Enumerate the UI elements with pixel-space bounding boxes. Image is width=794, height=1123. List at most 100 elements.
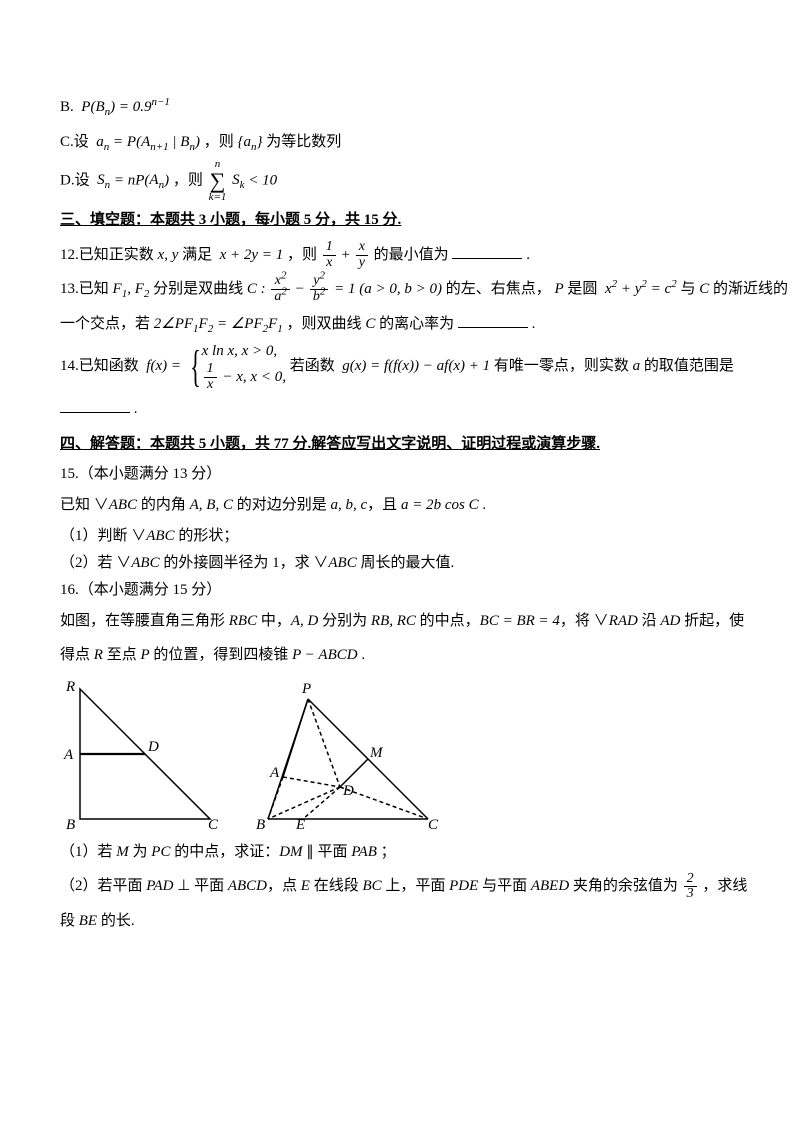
option-d-formula-2: Sk < 10 bbox=[232, 172, 277, 188]
question-14: 14.已知函数 f(x) = { x ln x, x > 0, 1 x − x,… bbox=[60, 341, 734, 392]
q13-blank bbox=[458, 312, 528, 328]
q16-header: 16.（本小题满分 15 分） bbox=[60, 577, 734, 604]
option-b-label: B. bbox=[60, 99, 74, 115]
section-3-title: 三、填空题：本题共 3 小题，每小题 5 分，共 15 分. bbox=[60, 212, 401, 228]
question-13-line-1: 13.已知 F1, F2 分别是双曲线 C : x2 a2 − y2 b2 = … bbox=[60, 272, 734, 307]
q12-vars: x, y bbox=[158, 247, 179, 263]
q14-cases: x ln x, x > 0, 1 x − x, x < 0, bbox=[202, 341, 286, 392]
q12-f1-den: x bbox=[323, 256, 336, 271]
q13-eq: = 1 (a > 0, b > 0) bbox=[334, 281, 442, 297]
q15-header: 15.（本小题满分 13 分） bbox=[60, 461, 734, 488]
q14-gx: g(x) = f(f(x)) − af(x) + 1 bbox=[338, 358, 490, 374]
q12-f2-den: y bbox=[356, 256, 368, 271]
q16-body-2: 得点 R 至点 P 的位置，得到四棱锥 P − ABCD . bbox=[60, 638, 734, 673]
q12-period: . bbox=[526, 247, 530, 263]
section-3-header: 三、填空题：本题共 3 小题，每小题 5 分，共 15 分. bbox=[60, 203, 734, 238]
option-c-label: C.设 bbox=[60, 134, 89, 150]
q13-fa-den: a2 bbox=[271, 290, 290, 305]
q13-label: 13.已知 bbox=[60, 281, 109, 297]
q14-c2-den: x bbox=[204, 378, 217, 393]
q14-text-2: 有唯一零点，则实数 bbox=[494, 358, 629, 374]
q13-line2-c: C bbox=[365, 316, 375, 332]
q12-label: 12.已知正实数 bbox=[60, 247, 154, 263]
q13-text-5: 与 bbox=[680, 281, 695, 297]
option-c-text-2: 为等比数列 bbox=[266, 134, 341, 150]
q13-circle: x2 + y2 = c2 bbox=[601, 281, 677, 297]
q14-text-4: 的取值范围是 bbox=[644, 358, 734, 374]
option-d-formula-1: Sn = nP(An) bbox=[93, 172, 169, 188]
sum-bot: k=1 bbox=[209, 192, 227, 203]
q12-text-3: 的最小值为 bbox=[374, 247, 449, 263]
q13-frac-b: y2 b2 bbox=[310, 274, 329, 304]
q13-text-1: 分别是双曲线 bbox=[153, 281, 243, 297]
q12-plus: + bbox=[341, 247, 349, 263]
label-r: R bbox=[65, 679, 75, 695]
q13-text-4: 是圆 bbox=[567, 281, 597, 297]
q16-part-2a: （2）若平面 PAD ⊥ 平面 ABCD，点 E 在线段 BC 上，平面 PDE… bbox=[60, 869, 734, 904]
label-b2: B bbox=[256, 817, 265, 829]
q12-frac-1: 1 x bbox=[323, 240, 336, 270]
q12-text-1: 满足 bbox=[182, 247, 212, 263]
option-d-label: D.设 bbox=[60, 172, 90, 188]
page-content: B. P(Bn) = 0.9n−1 C.设 an = P(An+1 | Bn) … bbox=[0, 0, 794, 978]
option-c-text-1: ，则 bbox=[204, 134, 234, 150]
question-12: 12.已知正实数 x, y 满足 x + 2y = 1 ，则 1 x + x y… bbox=[60, 238, 734, 273]
option-c: C.设 an = P(An+1 | Bn) ，则 {an} 为等比数列 bbox=[60, 125, 734, 160]
question-14-blank-line: . bbox=[60, 392, 734, 427]
option-d-text-1: ，则 bbox=[173, 172, 203, 188]
q13-minus: − bbox=[296, 281, 304, 297]
label-p: P bbox=[301, 681, 311, 697]
q16-part-1: （1）若 M 为 PC 的中点，求证：DM ∥ 平面 PAB ； bbox=[60, 835, 734, 870]
q13-foci: F1, F2 bbox=[113, 281, 150, 297]
label-e: E bbox=[295, 817, 305, 829]
label-m: M bbox=[369, 745, 384, 761]
q13-line2-b: ，则双曲线 bbox=[287, 316, 362, 332]
q13-c2: C bbox=[699, 281, 709, 297]
q15-part-2: （2）若 ∨ABC 的外接圆半径为 1，求 ∨ABC 周长的最大值. bbox=[60, 550, 734, 577]
q13-period: . bbox=[532, 316, 536, 332]
q16-frac-den: 3 bbox=[684, 887, 697, 902]
q16-frac: 2 3 bbox=[684, 872, 697, 902]
question-13-line-2: 一个交点，若 2∠PF1F2 = ∠PF2F1 ，则双曲线 C 的离心率为 . bbox=[60, 307, 734, 342]
q13-text-7: 的渐近线的 bbox=[713, 281, 788, 297]
q16-body-1: 如图，在等腰直角三角形 RBC 中，A, D 分别为 RB, RC 的中点，BC… bbox=[60, 604, 734, 639]
q14-label: 14.已知函数 bbox=[60, 358, 139, 374]
q16-p2b: ，求线 bbox=[702, 878, 747, 894]
brace-icon: { bbox=[190, 349, 201, 384]
option-c-formula-1: an = P(An+1 | Bn) bbox=[93, 134, 200, 150]
sigma-icon: ∑ bbox=[209, 170, 227, 192]
q13-text-2: 的左、右焦点， bbox=[446, 281, 551, 297]
q14-a: a bbox=[633, 358, 641, 374]
q15-part-1: （1）判断 ∨ABC 的形状； bbox=[60, 523, 734, 550]
q15-body: 已知 ∨ABC 的内角 A, B, C 的对边分别是 a, b, c，且 a =… bbox=[60, 488, 734, 523]
option-d: D.设 Sn = nP(An) ，则 n ∑ k=1 Sk < 10 bbox=[60, 159, 734, 203]
q13-fb-den: b2 bbox=[310, 290, 329, 305]
option-c-formula-2: {an} bbox=[237, 134, 262, 150]
q13-c: C : bbox=[247, 281, 270, 297]
q14-case-2: 1 x − x, x < 0, bbox=[202, 369, 286, 385]
label-b: B bbox=[66, 817, 75, 829]
figure-pyramid-pabcd: P A D B C M E bbox=[248, 679, 448, 829]
q12-f2-num: x bbox=[356, 240, 368, 256]
figure-triangle-rbc: R A D B C bbox=[60, 679, 220, 829]
q14-text-1: 若函数 bbox=[290, 358, 335, 374]
q13-frac-a: x2 a2 bbox=[271, 274, 290, 304]
q14-fx: f(x) = bbox=[143, 358, 185, 374]
option-b-formula: P(Bn) = 0.9n−1 bbox=[78, 99, 170, 115]
label-c: C bbox=[208, 817, 219, 829]
q14-c2-num: 1 bbox=[204, 362, 217, 378]
label-c2: C bbox=[428, 817, 439, 829]
option-b: B. P(Bn) = 0.9n−1 bbox=[60, 90, 734, 125]
section-4-title: 四、解答题：本题共 5 小题，共 77 分.解答应写出文字说明、证明过程或演算步… bbox=[60, 436, 600, 452]
option-d-sum: n ∑ k=1 bbox=[209, 159, 227, 203]
q13-angle: 2∠PF1F2 = ∠PF2F1 bbox=[154, 316, 283, 332]
q12-frac-2: x y bbox=[356, 240, 368, 270]
label-d: D bbox=[147, 739, 159, 755]
label-a2: A bbox=[269, 765, 280, 781]
label-d2: D bbox=[342, 783, 354, 799]
section-4-header: 四、解答题：本题共 5 小题，共 77 分.解答应写出文字说明、证明过程或演算步… bbox=[60, 427, 734, 462]
figures-row: R A D B C bbox=[60, 679, 734, 829]
q16-frac-num: 2 bbox=[684, 872, 697, 888]
q12-blank bbox=[452, 243, 522, 259]
q16-part-2c: 段 BE 的长. bbox=[60, 904, 734, 939]
